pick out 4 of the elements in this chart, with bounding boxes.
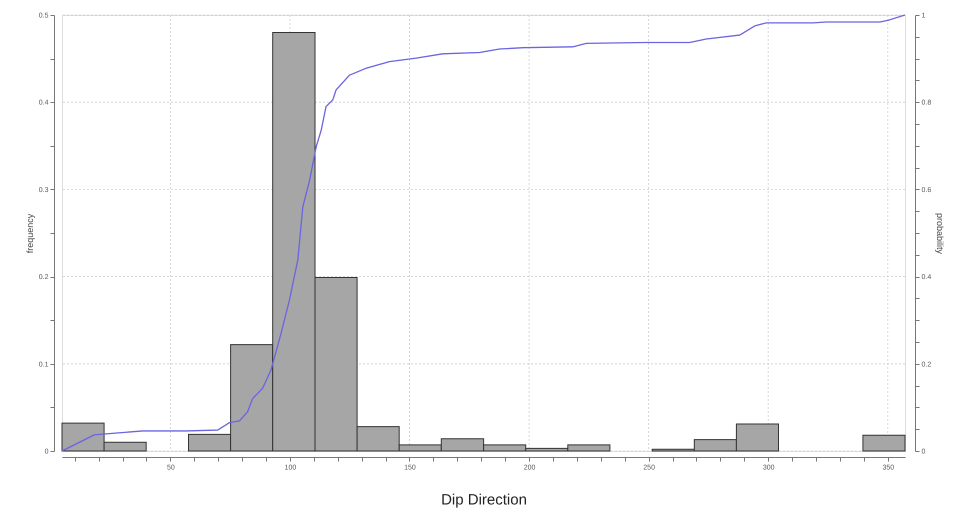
y2-axis-title: probability xyxy=(935,212,946,255)
line-series xyxy=(61,14,906,452)
x-axis-title: Dip Direction xyxy=(441,492,527,508)
y-axis-title: frequency xyxy=(24,213,35,254)
